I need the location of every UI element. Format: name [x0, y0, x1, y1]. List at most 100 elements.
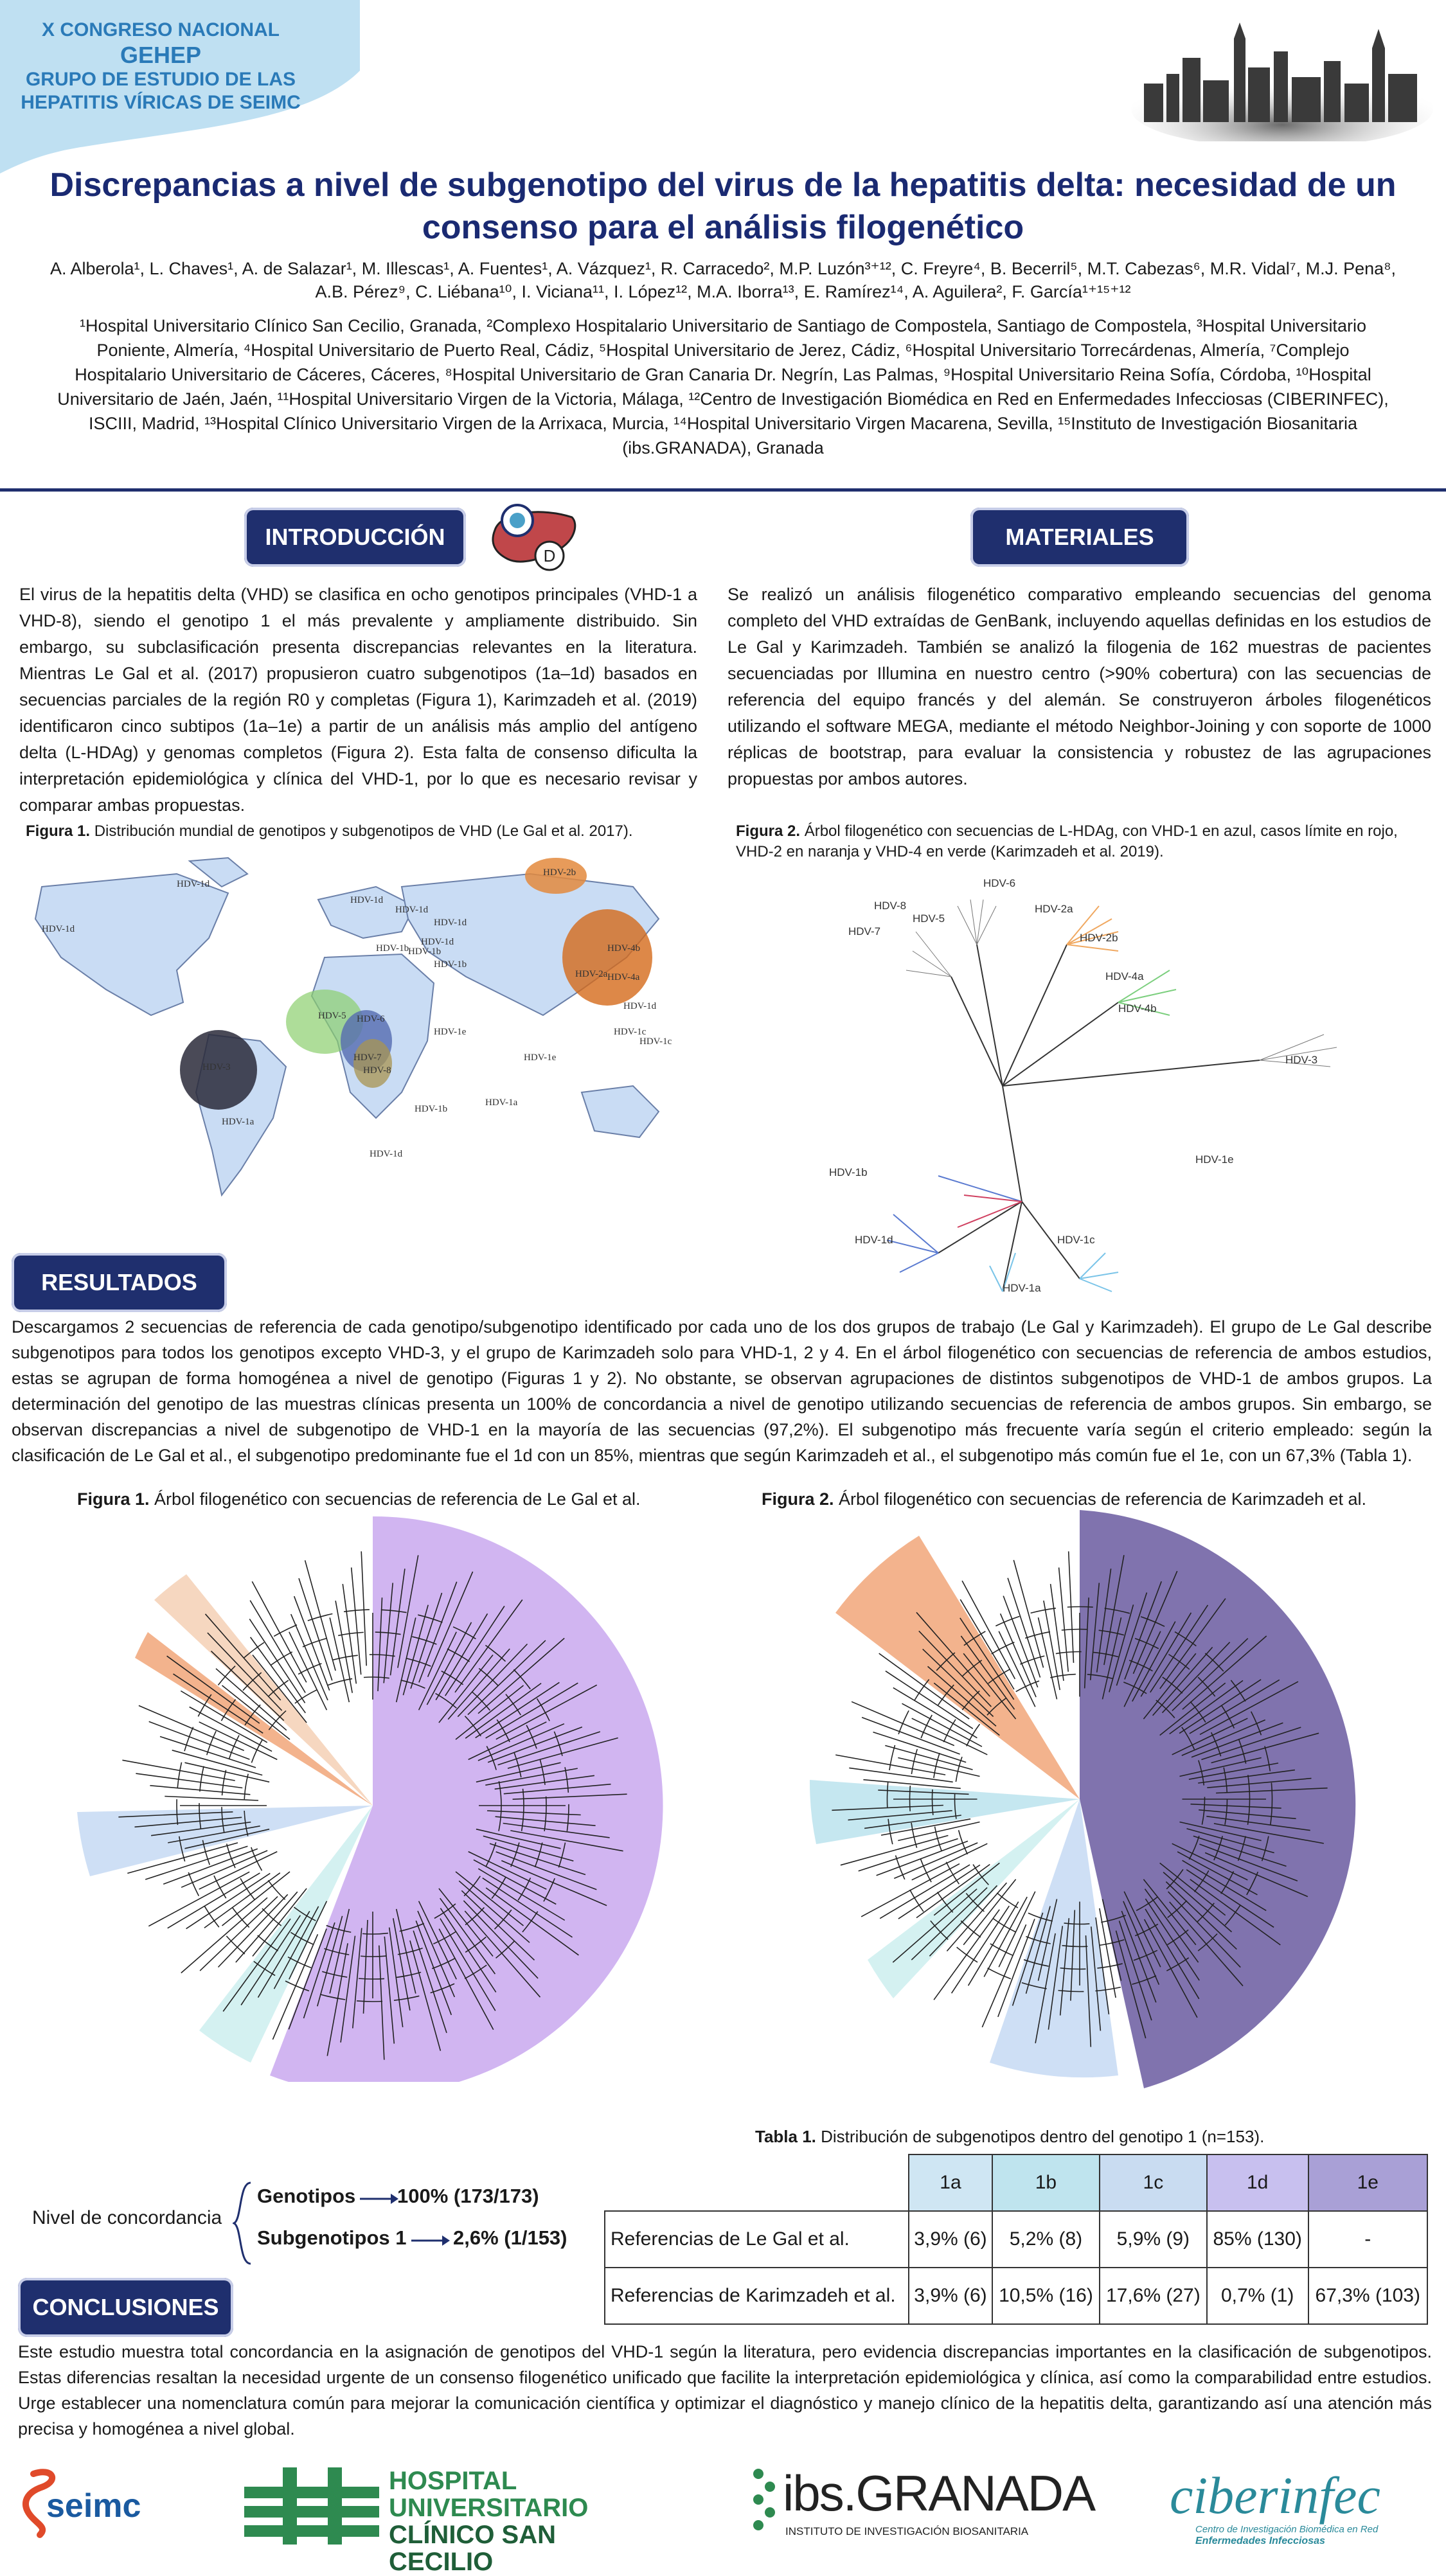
tree-branch: [861, 1717, 960, 1755]
tree-branch: [1182, 1635, 1267, 1710]
tree-arc: [176, 1609, 569, 2002]
tree-branch: [252, 1655, 307, 1723]
tree-branch: [329, 1908, 350, 1994]
tree-branch: [482, 1878, 573, 1938]
tree-branch: [486, 1810, 581, 1816]
tree-branch: [902, 1703, 983, 1747]
tree-branch: [1182, 1860, 1267, 1912]
map-label: HDV-1d: [623, 1001, 657, 1011]
tree-branch: [362, 1919, 368, 2014]
map-label: HDV-1c: [614, 1027, 647, 1037]
tree-branch: [304, 1560, 336, 1671]
tree-branch: [427, 1571, 474, 1678]
map-label: HDV-4b: [607, 943, 640, 954]
map-label: HDV-1d: [370, 1149, 403, 1159]
tree-branch: [495, 1851, 597, 1890]
tree-branch: [418, 1901, 457, 1980]
tree-branch: [1144, 1888, 1199, 1963]
concordance-row-name: Subgenotipos 1: [257, 2226, 407, 2249]
tree-label: HDV-5: [913, 912, 945, 925]
tree-branch: [240, 1915, 301, 2005]
tree-branch: [454, 1599, 523, 1693]
section-conclusions-heading: CONCLUSIONES: [18, 2278, 233, 2337]
tree-branch: [251, 1581, 307, 1683]
tree-branch: [1189, 1679, 1280, 1734]
tree-arc: [886, 1606, 1273, 1993]
tree-branch: [1190, 1803, 1281, 1809]
affiliation-line: Hospitalario Universitario de Cáceres, C…: [75, 365, 1371, 384]
tree-branch: [384, 1936, 395, 2044]
tree-branch: [465, 1682, 542, 1739]
tree-branch: [893, 1687, 977, 1739]
tree-branch: [379, 1945, 385, 2060]
tree-branch: [933, 1682, 1000, 1736]
tree-branch: [485, 1887, 579, 1956]
table-row-label: Referencias de Le Gal et al.: [604, 2210, 909, 2268]
tree-branch: [249, 1600, 306, 1693]
tree-labels: HDV-6 HDV-5 HDV-8 HDV-7 HDV-2a HDV-2b HDV-4a HD…: [829, 877, 1317, 1294]
tree-branch: [329, 1617, 350, 1703]
tree-branch: [393, 1918, 411, 2011]
tree-branch: [1172, 1638, 1249, 1711]
tree-branch: [927, 1666, 997, 1727]
tree-branch: [204, 1872, 281, 1929]
authors-line2: A.B. Pérez⁹, C. Liébana¹⁰, I. Viciana¹¹,…: [315, 282, 1131, 301]
tree-branch: [929, 1885, 998, 1957]
tree-branch: [1179, 1679, 1262, 1734]
table-row: Referencias de Karimzadeh et al. 3,9% (6…: [604, 2267, 1429, 2325]
tree-branch: [207, 1632, 283, 1711]
tree-label: HDV-7: [848, 925, 880, 937]
tree-branch: [222, 1918, 291, 2012]
tree-branch: [199, 1721, 278, 1761]
tree-branch: [1043, 1600, 1060, 1691]
fig2-intro-caption: Figura 2. Árbol filogenético con secuenc…: [736, 821, 1430, 862]
tree-branch: [1124, 1581, 1162, 1680]
tree-branch: [476, 1762, 561, 1783]
tree-branch: [1152, 1646, 1213, 1716]
tree-branch: [998, 1891, 1036, 1968]
tree-branch: [317, 1915, 343, 2007]
map-label: HDV-1b: [408, 946, 441, 957]
map-label: HDV-3: [202, 1062, 231, 1072]
congress-line2: GEHEP: [120, 42, 202, 68]
tree-branch: [468, 1721, 547, 1761]
tree-branch: [395, 1908, 416, 1994]
tree-branch: [911, 1843, 988, 1881]
table-cell: 0,7% (1): [1206, 2267, 1309, 2325]
tree-branch: [303, 1922, 335, 2019]
tree-branch: [873, 1731, 967, 1763]
tree-branch: [911, 1718, 988, 1755]
table-header-row: 1a 1b 1c 1d 1e: [605, 2154, 1429, 2212]
tree-branch: [1007, 1577, 1041, 1678]
tree-branch: [1188, 1763, 1279, 1780]
tree-branch: [417, 1910, 456, 1998]
tree-branch: [960, 1635, 1015, 1710]
tree-branch: [1095, 1917, 1110, 2015]
affiliation-line: (ibs.GRANADA), Granada: [622, 438, 824, 457]
table-cell: 3,9% (6): [908, 2210, 993, 2268]
tree-branch: [413, 1930, 447, 2034]
tree-branch: [1089, 1583, 1100, 1680]
poster-title: Discrepancias a nivel de subgenotipo del…: [19, 164, 1427, 249]
fig2-intro-label: Figura 2.: [736, 822, 801, 840]
tree-label: HDV-2b: [1080, 932, 1118, 944]
affiliation-line: Universitario de Jaén, Jaén, ¹¹Hospital …: [57, 389, 1389, 409]
tree-branch: [1165, 1881, 1237, 1950]
tree-branch: [849, 1767, 953, 1783]
tree-branch: [1179, 1757, 1262, 1777]
congress-banner: X CONGRESO NACIONAL GEHEP GRUPO DE ESTUD…: [0, 0, 360, 173]
tree-branch: [468, 1851, 547, 1890]
tree-branch: [1048, 1926, 1064, 2030]
congress-line3: GRUPO DE ESTUDIO DE LAS: [25, 69, 296, 90]
tree-branch: [1102, 1617, 1122, 1700]
karimzadeh-tree-svg: [809, 1510, 1356, 2088]
tree-branch: [898, 1757, 980, 1777]
tree-branch: [1102, 1899, 1122, 1981]
tree-branch: [199, 1896, 278, 1971]
ciberinfec-logo: ciberinfec Centro de Investigación Biomé…: [1170, 2467, 1433, 2551]
tree-label: HDV-1d: [855, 1234, 893, 1246]
tree-branch: [1140, 1612, 1192, 1697]
affiliation-line: Poniente, Almería, ⁴Hospital Universitar…: [96, 341, 1350, 360]
tree-branch: [350, 1567, 362, 1675]
fig1-intro-text: Distribución mundial de genotipos y subg…: [90, 822, 633, 840]
